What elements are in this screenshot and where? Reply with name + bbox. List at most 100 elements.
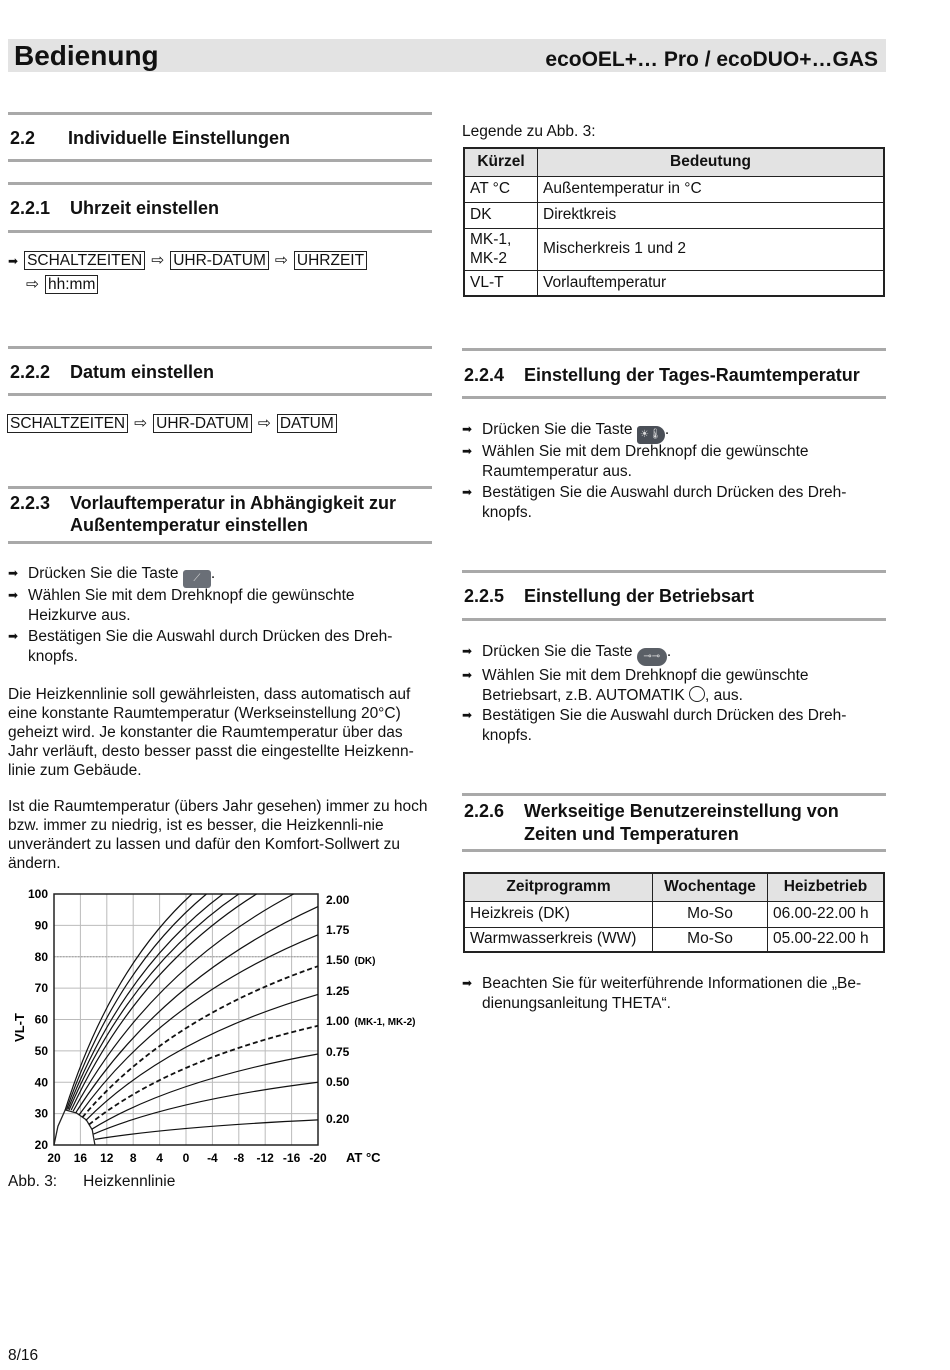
step-text: Bestätigen Sie die Auswahl durch Drücken… [482, 484, 847, 521]
section-title: Vorlauftemperatur in Abhängigkeit zur [70, 493, 397, 513]
curve-label: 1.25 [326, 984, 350, 998]
menu-key: SCHALTZEITEN [7, 414, 129, 433]
instruction-step: ➡ Drücken Sie die Taste ☀🌡. [462, 420, 882, 444]
arrow-icon: ⇨ [26, 276, 39, 293]
paragraph: Die Heizkennlinie soll gewährleisten, da… [8, 686, 414, 779]
boundary-curve [53, 1109, 96, 1146]
y-tick-label: 40 [35, 1075, 49, 1089]
y-axis-label: VL-T [12, 1013, 27, 1042]
heating-curve-12 [67, 893, 224, 1110]
room-temperature-key-icon: ☀🌡 [636, 426, 665, 444]
note: ➡ Beachten Sie für weiterführende Informa… [462, 974, 882, 1013]
section-title: Einstellung der Betriebsart [524, 586, 755, 606]
divider [462, 570, 886, 573]
step-text: . [666, 643, 672, 660]
step-text: . [664, 421, 670, 438]
section-title: Uhrzeit einstellen [70, 198, 220, 218]
x-tick-label: 20 [47, 1151, 61, 1165]
column-header: Kürzel [463, 147, 538, 177]
menu-key: SCHALTZEITEN [24, 251, 146, 270]
instruction-step: ➡ Drücken Sie die Taste ⟋. [8, 564, 428, 588]
caption-text: Heizkennlinie [83, 1173, 176, 1190]
instruction-step: ➡ Wählen Sie mit dem Drehknopf die gewüns… [8, 586, 408, 625]
table-row: AT °C Außentemperatur in °C [463, 175, 885, 203]
x-axis-label: AT °C [346, 1150, 381, 1165]
divider [462, 849, 886, 852]
page-title: Bedienung [14, 40, 159, 71]
heating-curve-7 [78, 934, 319, 1116]
heating-curve-6 [81, 965, 319, 1118]
arrow-bullet-icon: ➡ [8, 566, 19, 580]
instruction-step: ➡ Wählen Sie mit dem Drehknopf die gewüns… [462, 666, 862, 705]
section-number: 2.2.2 [10, 362, 51, 382]
cell: Vorlauftemperatur [537, 269, 885, 297]
table-row: Heizkreis (DK) Mo-So 06.00-22.00 h [463, 900, 885, 928]
divider [462, 618, 886, 621]
divider [8, 486, 432, 489]
arrow-bullet-icon: ➡ [462, 422, 473, 436]
table-row: Warmwasserkreis (WW) Mo-So 05.00-22.00 h [463, 926, 885, 953]
divider [462, 348, 886, 351]
section-title-line2: Zeiten und Temperaturen [524, 824, 739, 844]
x-tick-label: 4 [156, 1151, 163, 1165]
curve-label: 0.50 [326, 1075, 350, 1089]
step-text: Bestätigen Sie die Auswahl durch Drücken… [28, 628, 393, 665]
figure-caption: Abb. 3: Heizkennlinie [8, 1172, 175, 1191]
heating-curve-9 [72, 893, 294, 1112]
section-title: Individuelle Einstellungen [68, 128, 291, 148]
step-text: Bestätigen Sie die Auswahl durch Drücken… [482, 707, 847, 744]
divider [8, 541, 432, 544]
y-tick-label: 30 [35, 1107, 49, 1121]
step-text: . [210, 565, 216, 582]
section-number: 2.2.3 [10, 493, 51, 513]
page-number: 8/16 [8, 1347, 39, 1364]
cell: Heizkreis (DK) [463, 900, 653, 928]
section-title: Einstellung der Tages-Raumtemperatur [524, 365, 860, 385]
heating-curve-key-icon: ⟋ [182, 570, 211, 588]
note-text: Beachten Sie für weiterführende Informat… [482, 975, 862, 1012]
curve-label: 1.75 [326, 923, 350, 937]
divider [8, 112, 432, 115]
arrow-icon: ⇨ [274, 252, 288, 269]
divider [8, 182, 432, 185]
divider [8, 346, 432, 349]
instruction-step: ➡ Drücken Sie die Taste ⊸⊸. [462, 642, 882, 666]
step-text: Drücken Sie die Taste [482, 421, 633, 438]
arrow-icon: ⇨ [134, 415, 148, 432]
step-text: Wählen Sie mit dem Drehknopf die gewünsc… [482, 667, 809, 704]
table-row: MK-1, MK-2 Mischerkreis 1 und 2 [463, 227, 885, 271]
cell: Mischerkreis 1 und 2 [537, 227, 885, 271]
heating-curve-chart: 20 16 12 8 4 0 -4 -8 -12 -16 -20100908070605040302… [12, 887, 415, 1165]
step-text: Drücken Sie die Taste [28, 565, 179, 582]
section-number: 2.2.4 [464, 365, 505, 385]
x-tick-label: 8 [130, 1151, 137, 1165]
arrow-bullet-icon: ➡ [462, 444, 473, 458]
curve-label: 0.20 [326, 1112, 350, 1126]
clock-icon [689, 685, 706, 702]
y-tick-label: 80 [35, 950, 49, 964]
y-tick-label: 20 [35, 1138, 49, 1152]
column-header: Zeitprogramm [463, 872, 653, 902]
product-name: ecoOEL+… Pro / ecoDUO+…GAS [545, 48, 878, 71]
cell: Mo-So [652, 926, 768, 953]
x-tick-label: 0 [183, 1151, 190, 1165]
cell: 05.00-22.00 h [767, 926, 885, 953]
legend-title: Legende zu Abb. 3: [462, 123, 596, 140]
arrow-bullet-icon: ➡ [462, 485, 473, 499]
instruction-step: ➡ Wählen Sie mit dem Drehknopf die gewüns… [462, 442, 862, 481]
defaults-table: Zeitprogramm Wochentage Heizbetrieb Heizkr… [463, 872, 885, 953]
cell: Außentemperatur in °C [537, 175, 885, 203]
cell: 06.00-22.00 h [767, 900, 885, 928]
plot-frame [53, 893, 319, 1146]
x-tick-label: -20 [309, 1151, 327, 1165]
cell: Mo-So [652, 900, 768, 928]
section-title-line2: Außentemperatur einstellen [70, 515, 309, 535]
cell: AT °C [463, 175, 538, 203]
divider [462, 793, 886, 796]
cell: Warmwasserkreis (WW) [463, 926, 653, 953]
heating-curve-10 [70, 893, 257, 1111]
y-tick-label: 70 [35, 981, 49, 995]
arrow-bullet-icon: ➡ [8, 254, 19, 268]
y-tick-label: 90 [35, 918, 49, 932]
